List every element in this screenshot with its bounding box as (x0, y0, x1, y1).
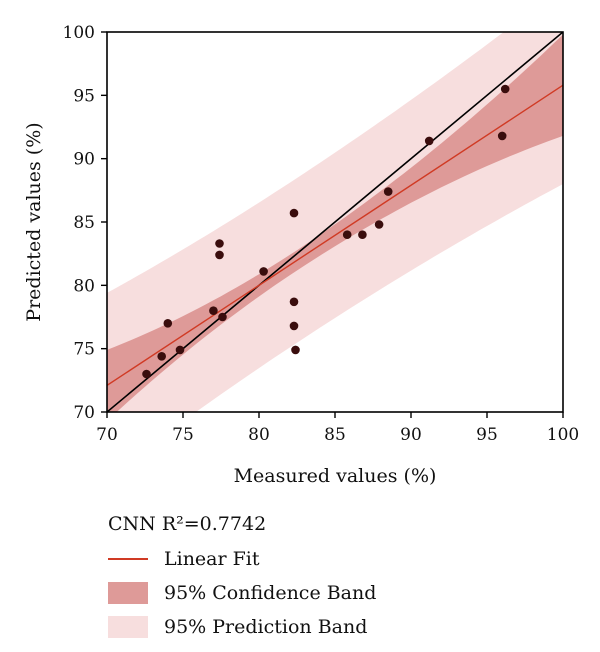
x-tick-label: 80 (248, 425, 270, 445)
x-tick-label: 85 (324, 425, 346, 445)
data-point (497, 131, 507, 141)
data-point (259, 267, 268, 276)
axes-layer: 70 75 80 85 90 95 100 70 75 80 85 90 95 100 (63, 23, 580, 445)
data-point (209, 306, 218, 316)
data-point (157, 352, 166, 361)
data-point (215, 250, 224, 260)
data-point (500, 84, 510, 94)
legend-item-confidence-band: 95% Confidence Band (108, 578, 376, 608)
data-point (342, 230, 352, 239)
data-point (289, 297, 299, 307)
legend-swatch-prediction (108, 616, 148, 638)
scatter-chart: 70 75 80 85 90 95 100 70 75 80 85 90 95 100 Measured … (23, 23, 580, 487)
x-tick-label: 70 (96, 425, 118, 445)
y-tick-label: 75 (73, 340, 95, 360)
data-point (175, 345, 185, 355)
data-point (163, 319, 173, 328)
data-point (215, 239, 224, 248)
legend-label-prediction-band: 95% Prediction Band (164, 616, 368, 638)
x-axis-title: Measured values (%) (234, 465, 437, 487)
y-tick-label: 100 (63, 23, 95, 43)
data-point (218, 312, 227, 322)
data-point (374, 220, 384, 229)
legend-line-swatch (108, 558, 148, 560)
legend: CNN R²=0.7742 Linear Fit 95% Confidence … (108, 512, 376, 646)
legend-title: CNN R²=0.7742 (108, 513, 267, 535)
linear-fit-line (107, 84, 563, 386)
x-tick-label: 75 (172, 425, 194, 445)
data-point (291, 345, 300, 355)
legend-item-linear-fit: Linear Fit (108, 544, 376, 574)
legend-swatch-confidence (108, 582, 148, 604)
x-tick-label: 95 (476, 425, 498, 445)
data-point (142, 369, 151, 379)
y-tick-label: 90 (73, 150, 95, 170)
identity-line (107, 32, 563, 412)
legend-item-prediction-band: 95% Prediction Band (108, 612, 376, 642)
y-axis-title: Predicted values (%) (23, 122, 45, 321)
legend-label-linear-fit: Linear Fit (164, 548, 260, 570)
lines-layer (107, 32, 563, 412)
x-tick-label: 90 (400, 425, 422, 445)
data-point (289, 208, 299, 218)
data-point (383, 187, 393, 196)
y-tick-label: 70 (73, 403, 95, 423)
data-point (424, 136, 434, 146)
y-tick-label: 80 (73, 276, 95, 296)
y-tick-label: 95 (73, 86, 95, 106)
data-point (358, 230, 367, 239)
y-tick-label: 85 (73, 213, 95, 233)
points-layer (142, 84, 510, 379)
legend-label-confidence-band: 95% Confidence Band (164, 582, 377, 604)
bands-layer (107, 32, 563, 412)
x-tick-label: 100 (547, 425, 579, 445)
data-point (289, 321, 299, 331)
